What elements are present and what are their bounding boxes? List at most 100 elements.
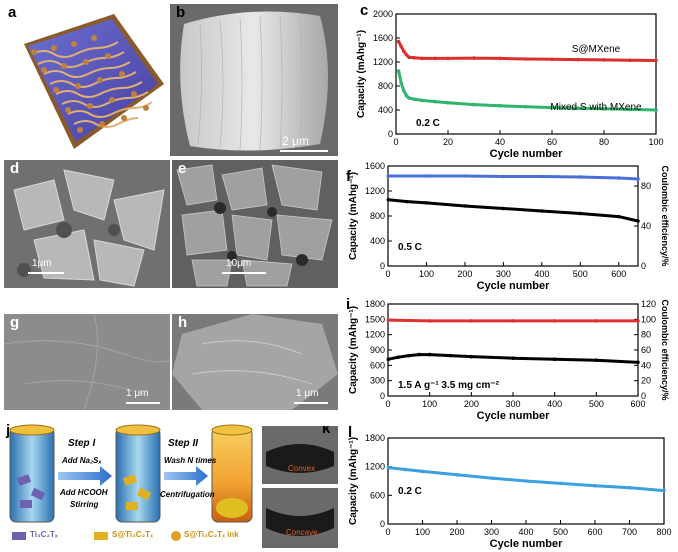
x-tick-label: 60 [547,137,557,147]
y-axis-label: Capacity (mAhg⁻¹) [348,172,359,260]
data-point [412,56,416,60]
panel-d-sem-image: d 1μm [4,160,170,288]
y2-tick-label: 0 [641,391,646,401]
convex-label: Convex [288,464,316,473]
data-point [427,319,432,323]
data-point [524,57,528,61]
chart-c-plot: 0 20 40 60 80 100 0 400 800 1200 1600 2000 Cycle num… [356,9,664,160]
concave-label: Concave [286,528,318,537]
data-point [386,318,391,322]
data-point [501,174,506,179]
legend-ink-icon [171,531,181,541]
step2-line2: Centrifugation [160,490,215,499]
data-point [427,352,432,357]
x-tick-label: 0 [385,527,390,537]
y-tick-label: 1800 [365,433,385,443]
data-point [654,108,658,112]
data-point [407,353,411,358]
panel-h-sem-image: h 1 μm [172,314,338,410]
panel-label-i: i [346,296,351,313]
x-tick-label: 500 [573,269,588,279]
data-point [402,49,406,53]
chart-i: 0 100 200 300 400 500 600030060090012001500180… [348,299,670,422]
y-axis-label: Capacity (mAhg⁻¹) [348,437,359,525]
y-tick-label: 800 [370,211,385,221]
data-point [396,39,401,44]
panel-l-chart: 0 100 200 300 400 500 600 700 800 0 600 1200 1800 Cyc… [340,424,678,552]
y2-tick-label: 40 [641,360,651,370]
data-point [550,57,554,62]
data-point [420,469,425,474]
data-point [616,176,621,180]
step1-line1: Add Na₂Sₓ [62,456,102,465]
x-tick-label: 700 [622,527,637,537]
data-point [386,465,391,470]
scale-bar-e [222,272,266,274]
y-tick-label: 1200 [365,186,385,196]
panel-label-b: b [176,4,186,21]
data-point [558,481,563,486]
x-tick-label: 500 [553,527,568,537]
chart-annotation: 0.5 C [398,242,422,253]
panel-label-h: h [178,314,188,331]
chart-f-plot: 0 100 200 300 400 500 600 0 400 800 1200 1600 0 40 80 C… [348,161,670,292]
x-tick-label: 300 [496,269,511,279]
chart-annotation: 1.5 A g⁻¹ 3.5 mg cm⁻² [398,380,500,391]
data-point [424,201,429,205]
panel-label-l: l [348,424,353,441]
data-point [576,106,580,110]
data-point [417,352,422,357]
panel-i-chart: 0 100 200 300 400 500 600 0 300 600 900 1200 1500 180… [340,296,678,426]
panel-label-d: d [10,160,20,177]
data-point [594,319,599,323]
plot-frame [395,13,657,135]
photo-convex: Convex [262,426,338,484]
data-point [472,102,476,107]
data-point [498,104,502,108]
chart-f: 0 100 200 300 400 500 600 0 400 800 1200 1600 0 40 80 C… [348,161,670,292]
y2-axis-label: Coulombic efficiency/% [660,299,670,400]
sem-porous-image [172,160,338,288]
panel-k-photos: Convex Concave k [262,426,338,550]
sem-sheet-image [172,314,338,410]
x-tick-label: 100 [419,269,434,279]
data-point [593,483,597,488]
x-axis-label: Cycle number [477,410,550,422]
data-point [433,56,437,61]
vial-1-icon [9,424,55,523]
data-point [627,485,632,490]
y2-tick-label: 80 [641,330,651,340]
data-point [654,58,658,63]
data-point [511,319,515,323]
step1-line3: Stirring [70,500,99,509]
y-tick-label: 0 [388,129,393,139]
data-point [498,56,502,61]
y-tick-label: 1200 [365,330,385,340]
chart-i-plot: 0 100 200 300 400 500 600030060090012001500180… [348,299,670,422]
panel-label-f: f [346,168,351,185]
x-tick-label: 600 [611,269,626,279]
x-tick-label: 100 [648,137,663,147]
y-tick-label: 800 [378,81,393,91]
x-tick-label: 400 [518,527,533,537]
y2-tick-label: 80 [641,181,651,191]
panel-b-sem-image: b 2 μm [170,4,338,156]
sem-particle-image [170,4,338,156]
data-point [404,93,409,98]
step1-title: Step I [68,438,96,449]
scale-label-g: 1 μm [126,388,149,399]
data-point [636,360,640,365]
panel-a-schematic: a [4,4,170,156]
y-tick-label: 0 [380,391,385,401]
scale-label-d: 1μm [32,258,52,269]
x-tick-label: 0 [385,269,390,279]
data-point [386,357,391,361]
data-point [404,53,409,57]
data-point [420,56,424,61]
panel-c-chart: 0 20 40 60 80 100 0 400 800 1200 1600 2000 Cycle num… [340,4,674,164]
data-point [540,209,544,213]
data-point [576,57,580,62]
y-tick-label: 1800 [365,299,385,309]
photo-concave: Concave [262,488,338,548]
y2-tick-label: 0 [641,261,646,271]
